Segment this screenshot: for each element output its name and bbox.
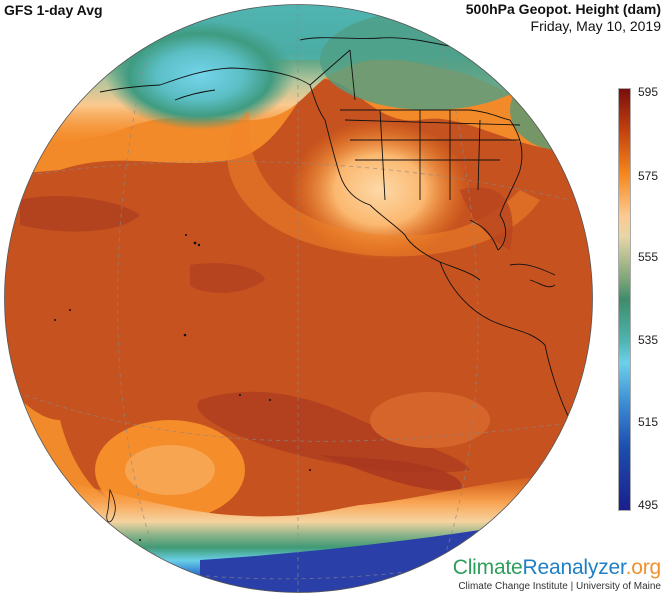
colorbar-tick-535: 535 [638, 333, 659, 347]
colorbar-tick-575: 575 [638, 169, 659, 183]
brand-subtitle: Climate Change Institute | University of… [458, 581, 661, 592]
model-title: GFS 1-day Avg [4, 2, 103, 18]
variable-title: 500hPa Geopot. Height (dam) [465, 1, 661, 17]
brand-name[interactable]: ClimateReanalyzer.org [453, 557, 661, 579]
branding: ClimateReanalyzer.org Climate Change Ins… [453, 557, 661, 593]
colorbar-tick-555: 555 [638, 250, 659, 264]
date-label: Friday, May 10, 2019 [530, 18, 661, 34]
colorbar [618, 88, 631, 511]
brand-name-part3: .org [625, 556, 662, 579]
globe-map [4, 4, 593, 593]
colorbar-tick-515: 515 [638, 415, 659, 429]
brand-name-part2: Reanalyzer [522, 556, 626, 579]
brand-name-part1: Climate [452, 556, 523, 579]
colorbar-tick-495: 495 [638, 498, 659, 512]
title-block: 500hPa Geopot. Height (dam) Friday, May … [466, 1, 661, 35]
colorbar-tick-595: 595 [638, 85, 659, 99]
